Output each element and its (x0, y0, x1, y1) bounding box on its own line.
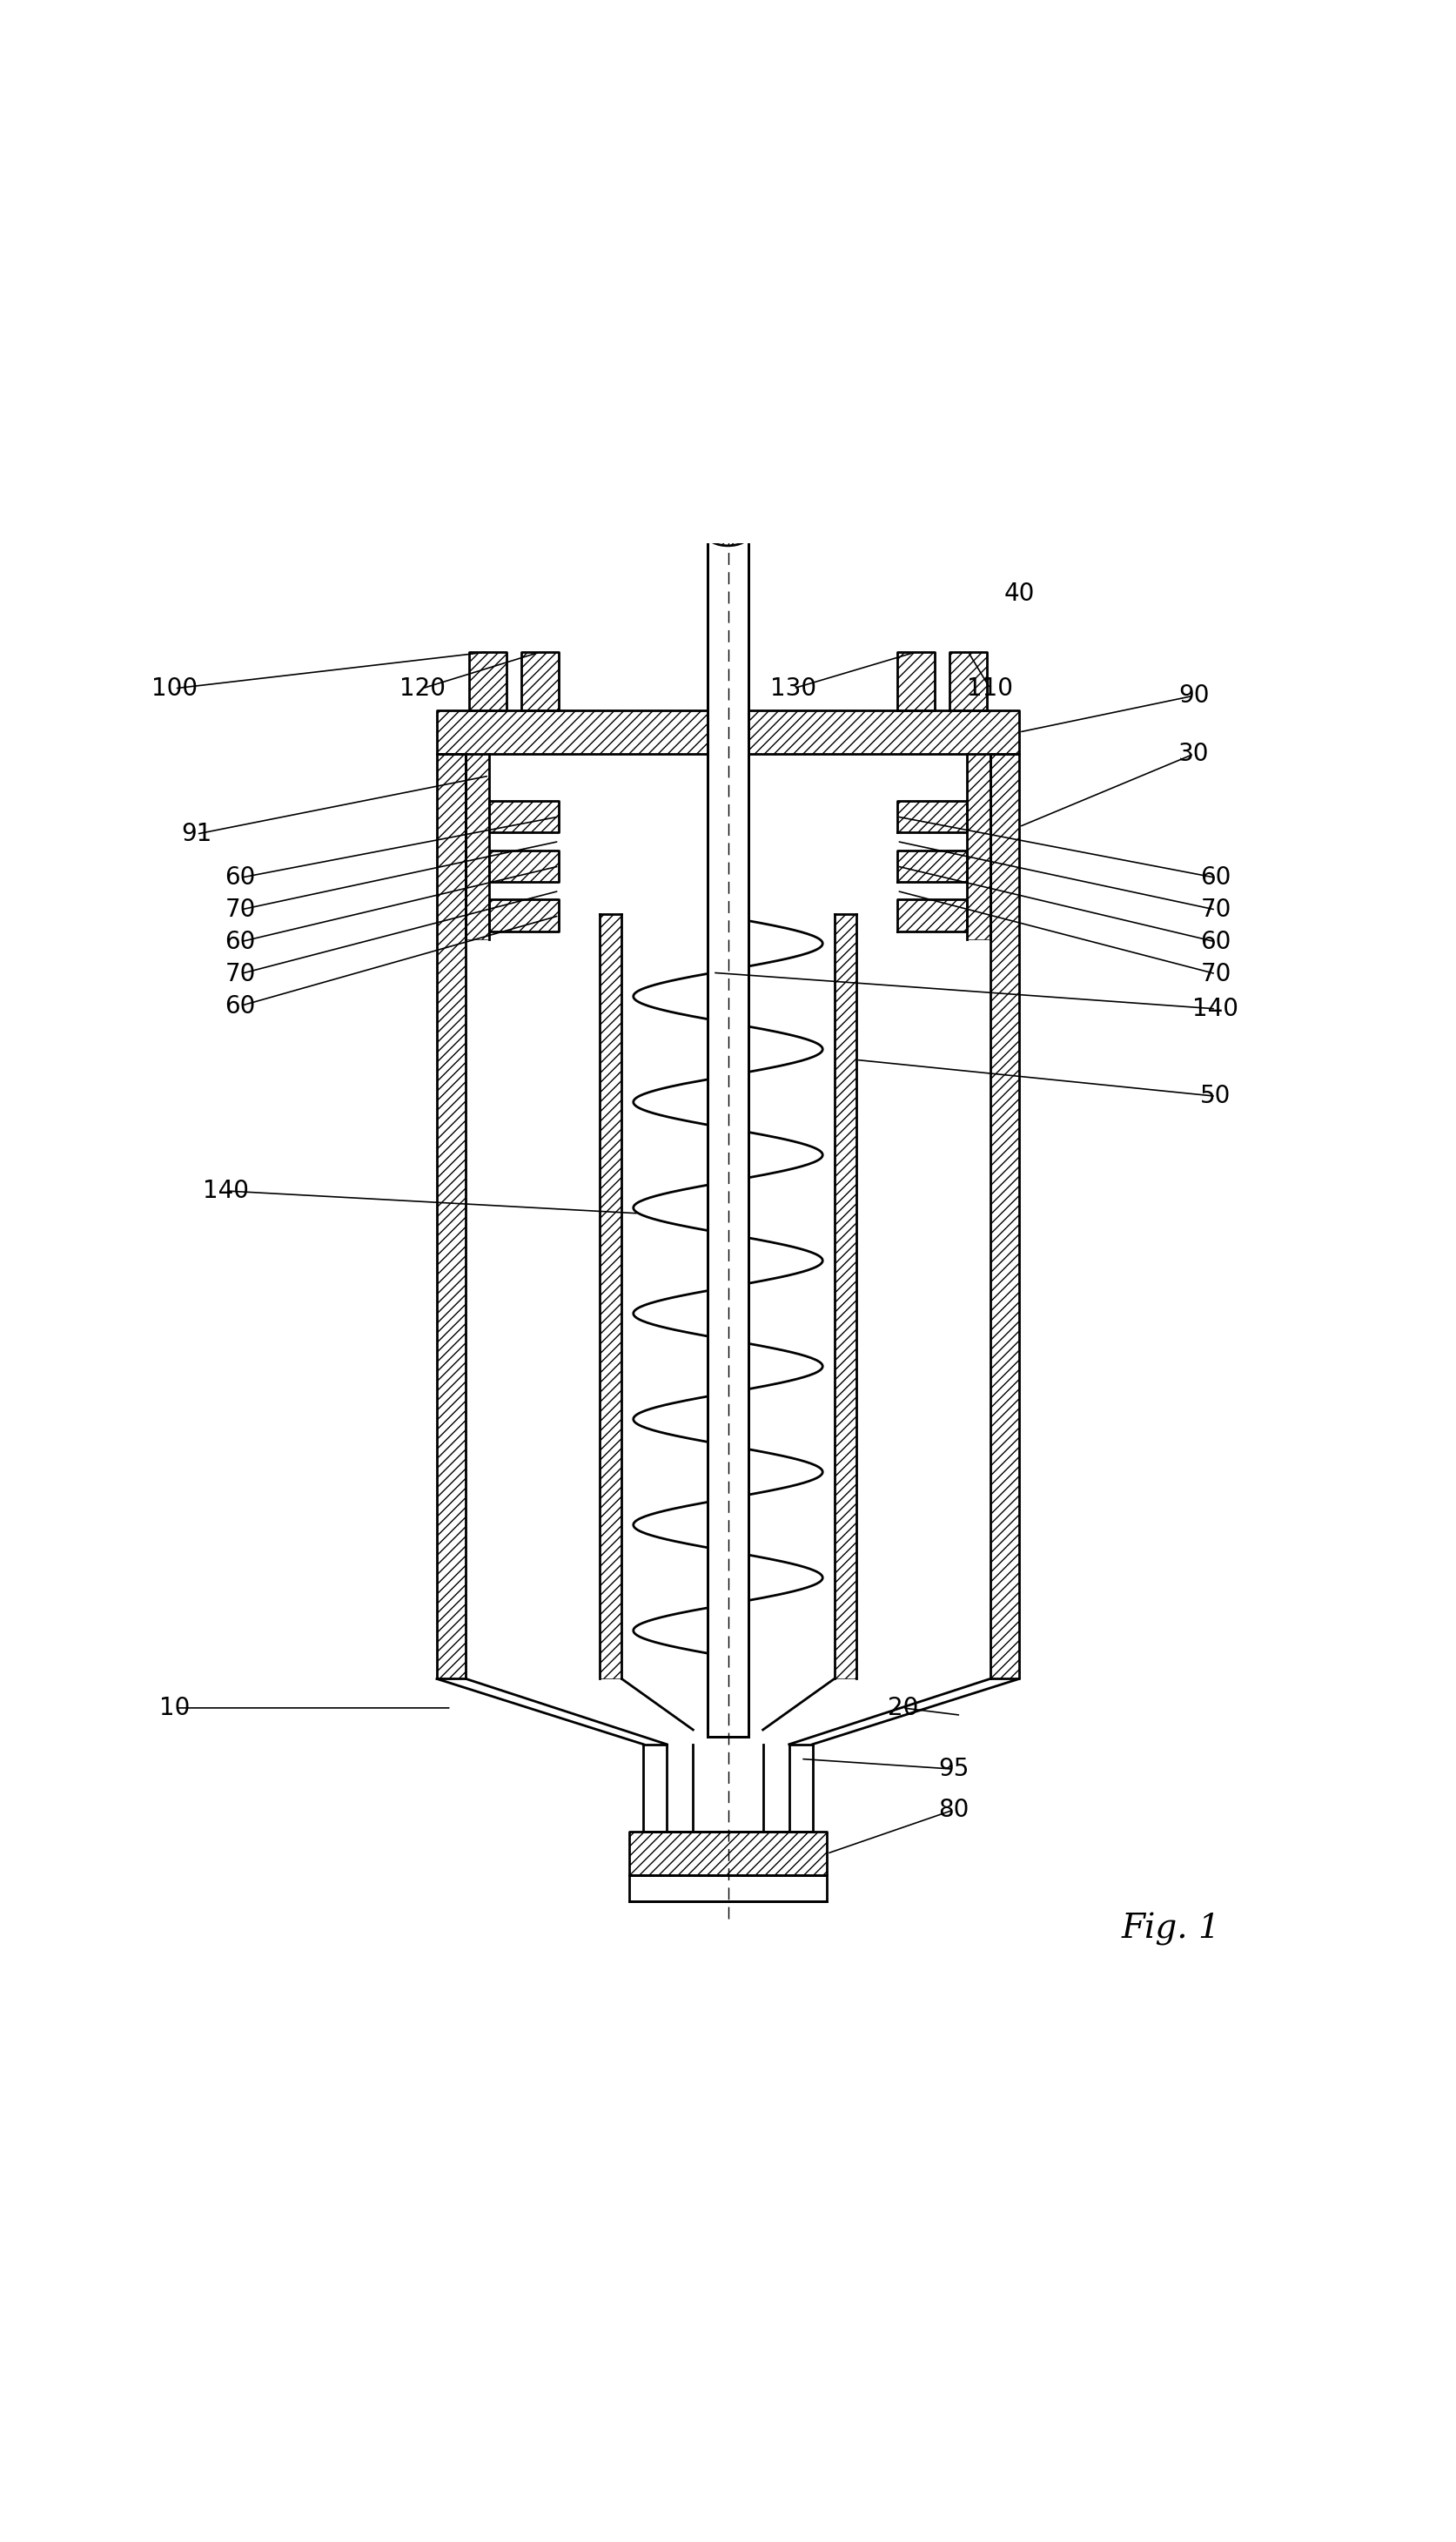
Bar (834, 915, 856, 1678)
Bar (437, 755, 466, 1678)
Bar (521, 651, 559, 709)
Bar (708, 536, 748, 1736)
Text: 140: 140 (202, 1179, 249, 1202)
Text: 30: 30 (1178, 742, 1210, 765)
Text: 60: 60 (1200, 930, 1232, 953)
Text: 95: 95 (938, 1757, 970, 1782)
Bar (489, 849, 559, 882)
Bar (600, 915, 622, 1678)
Text: 130: 130 (770, 676, 817, 702)
Bar (967, 755, 990, 938)
Text: 60: 60 (1200, 867, 1232, 890)
Bar (437, 709, 1019, 755)
Text: 70: 70 (224, 897, 256, 923)
Text: 50: 50 (1200, 1083, 1232, 1108)
Bar (897, 651, 935, 709)
Bar (629, 1876, 827, 1901)
Bar (897, 900, 967, 933)
Text: 70: 70 (1200, 897, 1232, 923)
Bar (489, 900, 559, 933)
Bar (897, 801, 967, 834)
Text: 110: 110 (967, 676, 1013, 702)
Text: 60: 60 (224, 867, 256, 890)
Ellipse shape (708, 526, 748, 547)
Text: 100: 100 (151, 676, 198, 702)
Text: 140: 140 (1192, 996, 1239, 1022)
Text: 60: 60 (224, 930, 256, 953)
Text: 91: 91 (181, 821, 213, 846)
Text: 70: 70 (224, 961, 256, 986)
Bar (990, 755, 1019, 1678)
Text: 90: 90 (1178, 684, 1210, 707)
Bar (949, 651, 987, 709)
Text: 40: 40 (1003, 582, 1035, 605)
Text: Fig. 1: Fig. 1 (1121, 1912, 1220, 1945)
Bar (466, 755, 489, 938)
Text: 60: 60 (224, 994, 256, 1019)
Bar (489, 801, 559, 834)
Text: 10: 10 (159, 1696, 191, 1721)
Text: 120: 120 (399, 676, 446, 702)
Text: 70: 70 (1200, 961, 1232, 986)
Text: 80: 80 (938, 1797, 970, 1823)
Text: 20: 20 (887, 1696, 919, 1721)
Bar (897, 849, 967, 882)
Bar (469, 651, 507, 709)
Bar (629, 1833, 827, 1876)
